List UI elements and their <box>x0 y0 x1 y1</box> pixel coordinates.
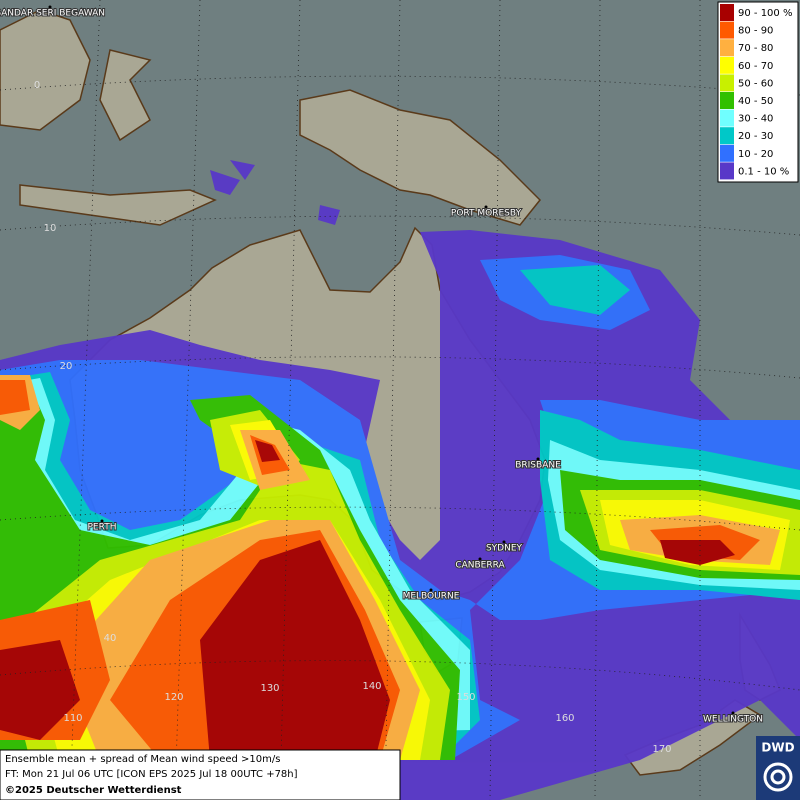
city-label: PORT MORESBY <box>451 209 522 219</box>
city-marker <box>536 457 540 461</box>
legend-label: 0.1 - 10 % <box>738 166 789 177</box>
legend-label: 40 - 50 <box>738 96 773 107</box>
graticule-line <box>0 506 800 531</box>
labels: BANDAR SERI BEGAWAN PORT MORESBY BRISBANE P… <box>0 5 764 755</box>
graticule-line <box>384 0 401 800</box>
city-marker <box>100 519 104 523</box>
footer: Ensemble mean + spread of Mean wind spee… <box>0 749 401 800</box>
grid-label: 150 <box>456 692 475 703</box>
city-label: WELLINGTON <box>703 715 763 725</box>
legend-swatch <box>720 21 734 39</box>
wind-probability <box>0 160 800 800</box>
legend-swatch <box>720 109 734 127</box>
city-label: SYDNEY <box>486 544 523 554</box>
grid-label: 130 <box>260 683 279 694</box>
graticule-line <box>174 0 201 800</box>
city-label: PERTH <box>88 523 117 533</box>
legend-label: 90 - 100 % <box>738 8 792 19</box>
borneo <box>0 9 91 131</box>
city-marker <box>484 205 488 209</box>
graticule-line <box>489 0 501 800</box>
legend-swatch <box>720 92 734 109</box>
city-label: BANDAR SERI BEGAWAN <box>0 9 105 19</box>
city-marker <box>502 540 506 544</box>
grid-label: 170 <box>652 744 671 755</box>
grid-label: 120 <box>164 692 183 703</box>
logo: DWD <box>756 736 800 800</box>
city-marker <box>478 557 482 561</box>
city-marker <box>429 588 433 592</box>
legend-swatch <box>720 127 734 145</box>
legend-label: 20 - 30 <box>738 131 773 142</box>
legend-label: 60 - 70 <box>738 61 773 72</box>
legend-label: 80 - 90 <box>738 26 773 37</box>
grid-label: 0 <box>34 80 40 91</box>
legend-label: 30 - 40 <box>738 114 773 125</box>
footer-copyright: ©2025 Deutscher Wetterdienst <box>5 785 182 796</box>
logo-text: DWD <box>761 741 794 755</box>
grid-label: 20 <box>60 361 73 372</box>
logo-swirl <box>763 762 793 792</box>
footer-line: Ensemble mean + spread of Mean wind spee… <box>5 754 280 765</box>
grid-label: 40 <box>104 633 117 644</box>
lesser-sunda-islands <box>19 184 217 226</box>
grid-label: 160 <box>555 713 574 724</box>
graticule-line <box>0 356 800 379</box>
logo-swirl <box>770 769 786 785</box>
legend-swatch <box>720 39 734 57</box>
legend-swatch <box>720 144 734 162</box>
graticule-line <box>279 0 301 800</box>
footer-line: FT: Mon 21 Jul 06 UTC [ICON EPS 2025 Jul… <box>5 769 298 780</box>
city-marker <box>731 711 735 715</box>
wind-band <box>0 380 760 760</box>
legend-label: 70 - 80 <box>738 43 773 54</box>
legend-label: 10 - 20 <box>738 149 773 160</box>
grid-label: 110 <box>63 713 82 724</box>
wind-band <box>210 160 340 225</box>
wind-band <box>0 440 735 760</box>
legend-swatch <box>720 4 734 21</box>
legend-swatch <box>720 74 734 92</box>
city-label: MELBOURNE <box>403 592 460 602</box>
graticule-line <box>69 0 101 800</box>
sulawesi <box>99 49 152 142</box>
footer-box <box>0 749 401 800</box>
graticule-line <box>0 75 800 96</box>
graticule-line <box>0 215 800 236</box>
legend-swatch <box>720 162 734 180</box>
city-marker <box>48 5 52 9</box>
city-label: BRISBANE <box>515 461 561 471</box>
legend-label: 50 - 60 <box>738 78 773 89</box>
legend: 90 - 100 % 80 - 90 70 - 80 60 - 70 50 - 60 40… <box>717 1 799 183</box>
city-label: CANBERRA <box>455 561 505 571</box>
legend-swatch <box>720 56 734 74</box>
grid-label: 140 <box>362 681 381 692</box>
grid-label: 10 <box>44 223 57 234</box>
graticule-line <box>0 660 800 691</box>
graticule-line <box>594 0 601 800</box>
